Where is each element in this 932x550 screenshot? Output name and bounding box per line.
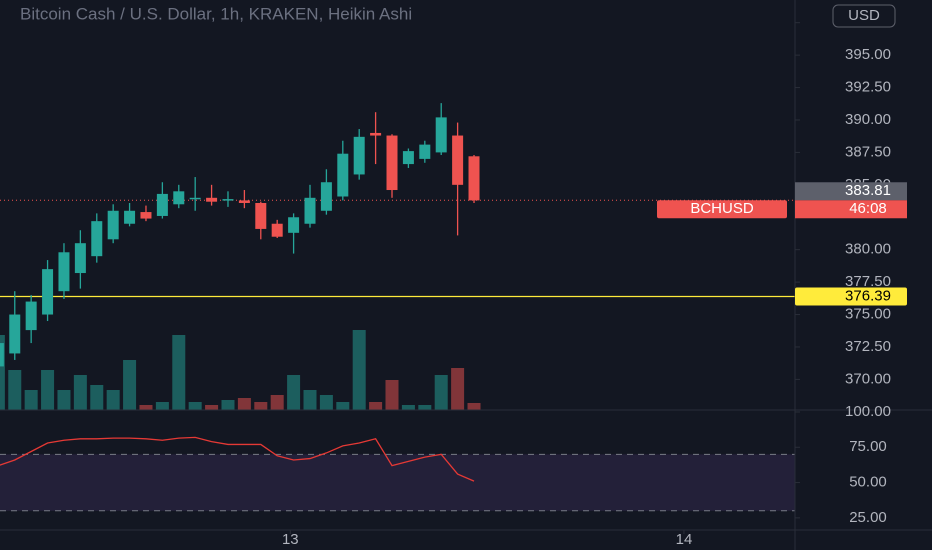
candle-body (435, 117, 447, 153)
candle-body (402, 151, 414, 165)
candle-body (91, 221, 103, 257)
rsi-band (0, 454, 795, 511)
candle-body (320, 182, 332, 211)
candle-body (222, 199, 234, 201)
volume-bar (336, 402, 350, 410)
y-tick-label: 380.00 (845, 241, 891, 258)
volume-bar (237, 398, 251, 410)
candle-body (58, 252, 70, 292)
candle-body (9, 314, 21, 354)
candle-body (173, 191, 185, 205)
currency-label[interactable]: USD (848, 7, 880, 24)
volume-bar (205, 405, 219, 410)
y-tick-label: 25.00 (849, 509, 887, 526)
y-tick-label: 392.50 (845, 79, 891, 96)
volume-bar (41, 370, 55, 410)
candle-body (74, 243, 86, 274)
y-tick-label: 375.00 (845, 306, 891, 323)
volume-bar (434, 375, 448, 410)
candle-body (255, 202, 267, 229)
chart-title: Bitcoin Cash / U.S. Dollar, 1h, KRAKEN, … (20, 4, 412, 23)
y-tick-label: 395.00 (845, 46, 891, 63)
volume-bar (24, 390, 38, 410)
y-tick-label: 390.00 (845, 111, 891, 128)
volume-bar (106, 390, 120, 410)
candle-body (124, 210, 136, 224)
candle-body (304, 197, 316, 224)
price-axis: 370.00372.50375.00377.50380.00385.00387.… (282, 14, 907, 548)
candle-body (386, 135, 398, 191)
volume-bar (270, 395, 284, 410)
volume-bar (369, 402, 383, 410)
candle-body (452, 135, 464, 185)
volume-bar (90, 385, 104, 410)
last-price-box (795, 182, 907, 201)
volume-bar (221, 400, 235, 410)
x-tick-label: 13 (282, 531, 299, 548)
candle-body (271, 223, 283, 237)
candle-body (353, 136, 365, 175)
candle-body (0, 343, 4, 367)
volume-bar (418, 405, 432, 410)
y-tick-label: 387.50 (845, 143, 891, 160)
candle-body (468, 156, 480, 201)
volume-bar (0, 335, 5, 410)
y-tick-label: 50.00 (849, 474, 887, 491)
y-tick-label: 377.50 (845, 273, 891, 290)
y-tick-label: 370.00 (845, 370, 891, 387)
candle-body (419, 144, 431, 159)
currency-button[interactable] (832, 4, 896, 28)
rsi-line (0, 436, 475, 482)
plot-area (0, 103, 795, 512)
y-tick-label: 100.00 (845, 403, 891, 420)
candle-body (337, 153, 349, 197)
symbol-label: BCHUSD (690, 200, 754, 217)
candle-body (206, 197, 218, 202)
volume-bar (8, 370, 22, 410)
y-tick-label: 75.00 (849, 438, 887, 455)
volume-bar (155, 402, 169, 410)
candle-body (189, 197, 201, 200)
countdown-label: 46:08 (849, 200, 887, 217)
volume-bar (57, 390, 71, 410)
volume-bar (467, 403, 481, 410)
volume-bar (287, 375, 301, 410)
volume-bar (139, 405, 153, 410)
volume-bar (254, 402, 268, 410)
candle-body (288, 217, 300, 233)
candle-body (42, 269, 54, 315)
volume-bar (123, 360, 137, 410)
level-box (795, 287, 907, 306)
volume-bar (401, 405, 415, 410)
candle-body (140, 212, 152, 219)
volume-bar (352, 330, 366, 410)
symbol-box (657, 200, 787, 219)
countdown-box (795, 200, 907, 219)
candle-body (238, 200, 250, 203)
candle-body (25, 301, 37, 331)
volume-bar (319, 395, 333, 410)
volume-bar (172, 335, 186, 410)
volume-bar (303, 390, 317, 410)
last-price-label: 383.81 (845, 182, 891, 199)
volume-bar (188, 402, 202, 410)
volume-bar (451, 368, 465, 410)
level-label: 376.39 (845, 287, 891, 304)
y-tick-label: 372.50 (845, 338, 891, 355)
candle-body (107, 210, 119, 240)
candle-body (370, 132, 382, 136)
candle-body (156, 193, 168, 216)
volume-bar (73, 375, 87, 410)
x-tick-label: 14 (676, 531, 693, 548)
volume-bar (385, 380, 399, 410)
